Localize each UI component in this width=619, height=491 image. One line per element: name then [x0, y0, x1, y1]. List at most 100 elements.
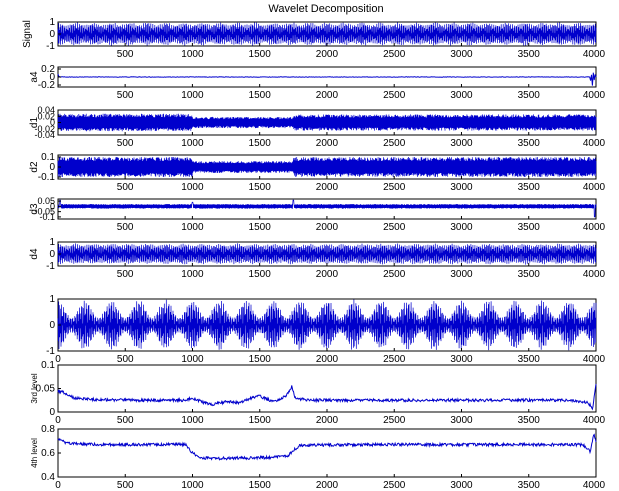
series-line-d3: [57, 199, 597, 218]
x-tick-label: 1500: [249, 480, 272, 491]
x-tick-label: 3000: [450, 354, 473, 365]
y-tick-label: 1: [49, 294, 55, 305]
y-tick-label: -0.2: [38, 80, 56, 91]
y-tick-label: -0.04: [34, 130, 55, 140]
x-tick-label: 3000: [450, 138, 473, 149]
y-tick-label: -1: [46, 41, 55, 52]
subplot-reconstruction: 10-10 500 1000 1500 2000 2500 3000 3500 4000: [46, 294, 605, 365]
x-tick-label: 1000: [181, 354, 204, 365]
x-tick-label: 0: [55, 415, 61, 426]
x-tick-label: 1500: [249, 138, 272, 149]
series-line-signal: [57, 22, 597, 46]
x-tick-label: 3500: [518, 49, 541, 60]
y-tick-label: 0.05: [37, 196, 55, 206]
x-tick-label: 3000: [450, 49, 473, 60]
x-tick-label: 3000: [450, 182, 473, 193]
subplot-a4: 0.20-0.2 500 1000 1500 2000 2500 3000 3500 4000 a…: [29, 64, 606, 101]
x-tick-label: 3000: [450, 269, 473, 280]
y-tick-label: 0.1: [41, 360, 55, 371]
x-tick-label: 1000: [181, 138, 204, 149]
y-tick-label: -0.1: [38, 172, 56, 183]
series-line-d4: [57, 243, 597, 265]
y-tick-label: 0: [49, 249, 55, 260]
x-tick-label: 1500: [249, 269, 272, 280]
y-tick-label: 0: [49, 29, 55, 40]
x-tick-label: 2500: [383, 415, 406, 426]
x-tick-label: 1500: [249, 415, 272, 426]
y-tick-label: 1: [49, 237, 55, 248]
series-line-4th-level: [57, 433, 597, 461]
x-tick-label: 0: [55, 480, 61, 491]
x-tick-label: 3000: [450, 90, 473, 101]
y-tick-label: -1: [46, 261, 55, 272]
x-tick-label: 4000: [583, 354, 606, 365]
series-line-reconstruction: [57, 299, 597, 351]
figure-title: Wavelet Decomposition: [268, 3, 383, 15]
y-tick-label: 0.05: [36, 384, 56, 395]
axes-box-3rd-level: [57, 364, 597, 413]
subplot-d4: 10-1 500 1000 1500 2000 2500 3000 3500 4000 d4: [29, 237, 606, 280]
x-tick-label: 2000: [316, 90, 339, 101]
x-tick-label: 2000: [316, 138, 339, 149]
x-tick-label: 3500: [518, 138, 541, 149]
x-tick-label: 500: [117, 354, 134, 365]
y-tick-label: 0.1: [41, 152, 55, 163]
x-tick-label: 1000: [181, 90, 204, 101]
x-tick-label: 500: [117, 182, 134, 193]
x-tick-label: 3000: [450, 480, 473, 491]
y-tick-label: 0: [49, 407, 55, 418]
x-tick-label: 2000: [316, 354, 339, 365]
y-tick-label: 1: [49, 17, 55, 28]
x-tick-label: 1500: [249, 49, 272, 60]
x-tick-label: 1000: [181, 415, 204, 426]
x-tick-label: 4000: [583, 49, 606, 60]
y-tick-label: 0.8: [41, 424, 55, 435]
x-tick-label: 3500: [518, 90, 541, 101]
y-tick-label: 0.04: [37, 105, 55, 115]
x-tick-label: 1500: [249, 222, 272, 233]
subplot-d3: 0.050-0.05-0.1 500 1000 1500 2000 2500 3000 350…: [29, 196, 606, 233]
x-tick-label: 500: [117, 269, 134, 280]
y-tick-label: 0.6: [41, 448, 55, 459]
x-tick-label: 2000: [316, 415, 339, 426]
x-tick-label: 2500: [383, 269, 406, 280]
subplot-d2: 0.10-0.1 500 1000 1500 2000 2500 3000 3500 4000 d…: [29, 152, 606, 193]
x-tick-label: 500: [117, 222, 134, 233]
x-tick-label: 4000: [583, 138, 606, 149]
y-tick-label: 0: [50, 201, 55, 211]
y-tick-label: 0: [49, 320, 55, 331]
x-tick-label: 2500: [383, 90, 406, 101]
y-axis-label-d2: d2: [29, 161, 40, 173]
x-tick-label: 500: [117, 415, 134, 426]
x-tick-label: 2000: [316, 269, 339, 280]
y-axis-label-d1: d1: [29, 117, 40, 129]
x-tick-label: 1500: [249, 90, 272, 101]
x-tick-label: 2500: [383, 49, 406, 60]
axes-box-4th-level: [57, 428, 597, 478]
y-axis-label-a4: a4: [29, 71, 40, 83]
x-tick-label: 1000: [181, 222, 204, 233]
x-tick-label: 1000: [181, 182, 204, 193]
y-axis-label-d4: d4: [29, 248, 40, 260]
y-axis-label-4th-level: 4th level: [30, 438, 39, 468]
x-tick-label: 500: [117, 49, 134, 60]
x-tick-label: 2000: [316, 222, 339, 233]
x-tick-label: 2500: [383, 480, 406, 491]
series-line-a4: [57, 72, 597, 86]
subplot-group: 10-1500 1000 1500 2000 2500 3000 3500 4000Signa…: [22, 17, 606, 491]
x-tick-label: 1500: [249, 354, 272, 365]
y-tick-label: -0.02: [34, 124, 55, 134]
y-tick-label: 0: [49, 72, 55, 83]
x-tick-label: 4000: [583, 182, 606, 193]
x-tick-label: 2000: [316, 182, 339, 193]
x-tick-label: 2500: [383, 222, 406, 233]
y-axis-label-signal: Signal: [22, 20, 33, 48]
x-tick-label: 1000: [181, 480, 204, 491]
subplot-4th-level: 0.8 0.6 0.40 500 1000 1500 2000 2500 3000 3500 400…: [30, 424, 606, 491]
x-tick-label: 4000: [583, 90, 606, 101]
x-tick-label: 1000: [181, 269, 204, 280]
subplot-signal: 10-1 500 1000 1500 2000 2500 3000 3500 4000 Signa…: [22, 17, 606, 60]
x-tick-label: 500: [117, 480, 134, 491]
x-tick-label: 3500: [518, 480, 541, 491]
